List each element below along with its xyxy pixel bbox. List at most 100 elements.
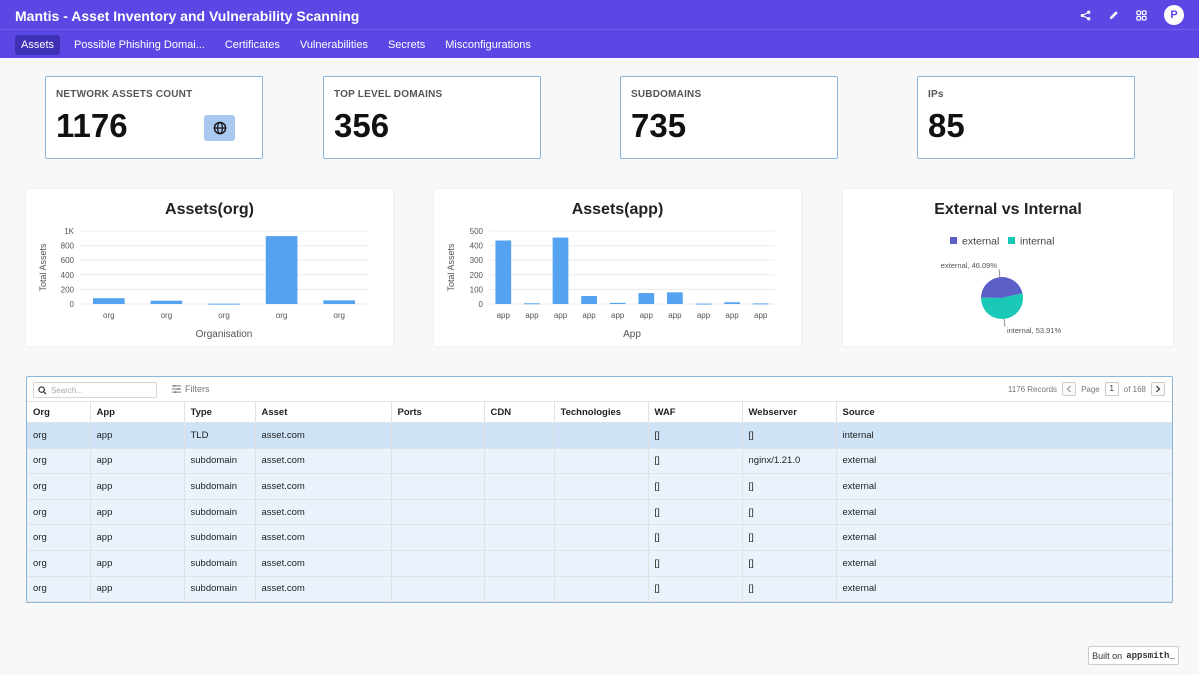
- table-row[interactable]: org app subdomain asset.com[][] external: [27, 550, 1172, 577]
- bar: [265, 236, 298, 304]
- table-cell: [484, 499, 555, 526]
- table-cell: [554, 550, 649, 577]
- table-cell: []: [742, 576, 837, 602]
- table-row[interactable]: org app subdomain asset.com[][] external: [27, 524, 1172, 551]
- table-cell: [484, 550, 555, 577]
- table-cell: []: [742, 550, 837, 577]
- data-table: Org App Type Asset Ports CDN Technologie…: [27, 401, 1172, 602]
- x-tick-label: app: [725, 311, 739, 320]
- pencil-icon[interactable]: [1106, 8, 1120, 22]
- table-cell: app: [90, 473, 185, 500]
- table-row[interactable]: org app subdomain asset.com[][] external: [27, 473, 1172, 500]
- bar: [667, 292, 683, 304]
- stat-value: 85: [928, 107, 965, 144]
- bar: [92, 298, 125, 304]
- header-actions: P: [1078, 5, 1184, 25]
- table-row[interactable]: org app subdomain asset.com[][] external: [27, 576, 1172, 602]
- bar: [724, 302, 740, 304]
- table-cell: [484, 473, 555, 500]
- column-header-asset[interactable]: Asset: [255, 401, 392, 423]
- x-tick-label: app: [668, 311, 682, 320]
- column-header-waf[interactable]: WAF: [648, 401, 743, 423]
- stat-card-subdomains: SUBDOMAINS 735: [620, 76, 838, 159]
- pagination: 1176 Records Page 1 of 168: [1008, 382, 1165, 396]
- tab-certificates[interactable]: Certificates: [224, 39, 280, 51]
- column-header-ports[interactable]: Ports: [391, 401, 485, 423]
- filter-icon: [172, 385, 181, 393]
- x-tick-label: app: [697, 311, 711, 320]
- table-row[interactable]: org app subdomain asset.com [] nginx/1.21.0 ex…: [27, 448, 1172, 475]
- column-header-webserver[interactable]: Webserver: [742, 401, 837, 423]
- column-header-source[interactable]: Source: [836, 401, 1172, 423]
- table-cell: external: [836, 448, 1172, 475]
- table-cell: external: [836, 550, 1172, 577]
- y-tick-label: 100: [470, 285, 484, 294]
- bar: [752, 303, 769, 305]
- legend-swatch: [950, 237, 957, 244]
- table-cell: org: [27, 524, 91, 551]
- table-cell: app: [90, 524, 185, 551]
- appsmith-logo: appsmith_: [1126, 650, 1175, 661]
- y-tick-label: 1K: [64, 227, 74, 236]
- table-cell: subdomain: [184, 550, 256, 577]
- assets-app-chart: 0 100 200 300 400 500 app app app app app app app app…: [446, 227, 775, 340]
- assets-table: Filters 1176 Records Page 1 of 168 Org A…: [26, 376, 1173, 603]
- page-number-input[interactable]: 1: [1104, 382, 1119, 396]
- bar: [695, 303, 712, 305]
- search-box[interactable]: [33, 382, 157, 398]
- next-page-button[interactable]: [1151, 382, 1165, 396]
- column-header-app[interactable]: App: [90, 401, 185, 423]
- prev-page-button[interactable]: [1062, 382, 1077, 396]
- app-title: Mantis - Asset Inventory and Vulnerabili…: [15, 8, 360, 24]
- table-cell: [391, 422, 485, 449]
- column-header-cdn[interactable]: CDN: [484, 401, 555, 423]
- table-cell: []: [648, 448, 743, 475]
- page-label: Page: [1081, 384, 1100, 394]
- tab-secrets[interactable]: Secrets: [387, 39, 426, 51]
- x-axis-label: Organisation: [196, 329, 253, 340]
- table-cell: [554, 576, 649, 602]
- x-tick-label: app: [497, 311, 511, 320]
- y-axis-label: Total Assets: [446, 243, 456, 292]
- x-tick-label: org: [103, 311, 115, 320]
- x-tick-label: app: [640, 311, 654, 320]
- table-row[interactable]: org app TLD asset.com[][] internal: [27, 422, 1172, 449]
- column-header-org[interactable]: Org: [27, 401, 91, 423]
- nav-tabs: Assets Possible Phishing Domai... Certif…: [15, 35, 537, 55]
- x-tick-label: org: [276, 311, 288, 320]
- pie-leader-line: [998, 269, 1001, 278]
- table-cell: nginx/1.21.0: [742, 448, 837, 475]
- built-on-label: Built on: [1092, 650, 1123, 661]
- table-cell: app: [90, 576, 185, 602]
- stat-card-ips: IPs 85: [917, 76, 1135, 159]
- stat-card-network-assets: NETWORK ASSETS COUNT 1176: [45, 76, 263, 159]
- tab-assets[interactable]: Assets: [15, 35, 61, 55]
- apps-grid-icon[interactable]: [1134, 8, 1148, 22]
- column-header-technologies[interactable]: Technologies: [554, 401, 649, 423]
- tab-vulnerabilities[interactable]: Vulnerabilities: [299, 39, 368, 51]
- page-total: of 168: [1123, 384, 1146, 394]
- column-header-type[interactable]: Type: [184, 401, 256, 423]
- header-divider: [0, 29, 1199, 30]
- tab-phishing-domains[interactable]: Possible Phishing Domai...: [74, 39, 205, 51]
- x-tick-label: app: [611, 311, 625, 320]
- bar: [495, 240, 512, 304]
- table-row[interactable]: org app subdomain asset.com[][] external: [27, 499, 1172, 526]
- x-tick-label: org: [218, 311, 230, 320]
- table-cell: [554, 422, 649, 449]
- search-input[interactable]: [51, 385, 146, 395]
- y-tick-label: 300: [470, 256, 484, 265]
- share-icon[interactable]: [1078, 8, 1092, 22]
- filters-button[interactable]: Filters: [172, 384, 210, 394]
- tab-misconfigurations[interactable]: Misconfigurations: [445, 39, 531, 51]
- chevron-left-icon: [1066, 385, 1071, 393]
- avatar[interactable]: P: [1164, 5, 1184, 25]
- bar: [638, 293, 655, 304]
- table-cell: app: [90, 499, 185, 526]
- bar: [150, 300, 183, 304]
- x-tick-label: app: [582, 311, 596, 320]
- table-cell: app: [90, 448, 185, 475]
- table-cell: org: [27, 550, 91, 577]
- chevron-right-icon: [1156, 385, 1161, 393]
- built-on-badge[interactable]: Built on appsmith_: [1088, 646, 1179, 665]
